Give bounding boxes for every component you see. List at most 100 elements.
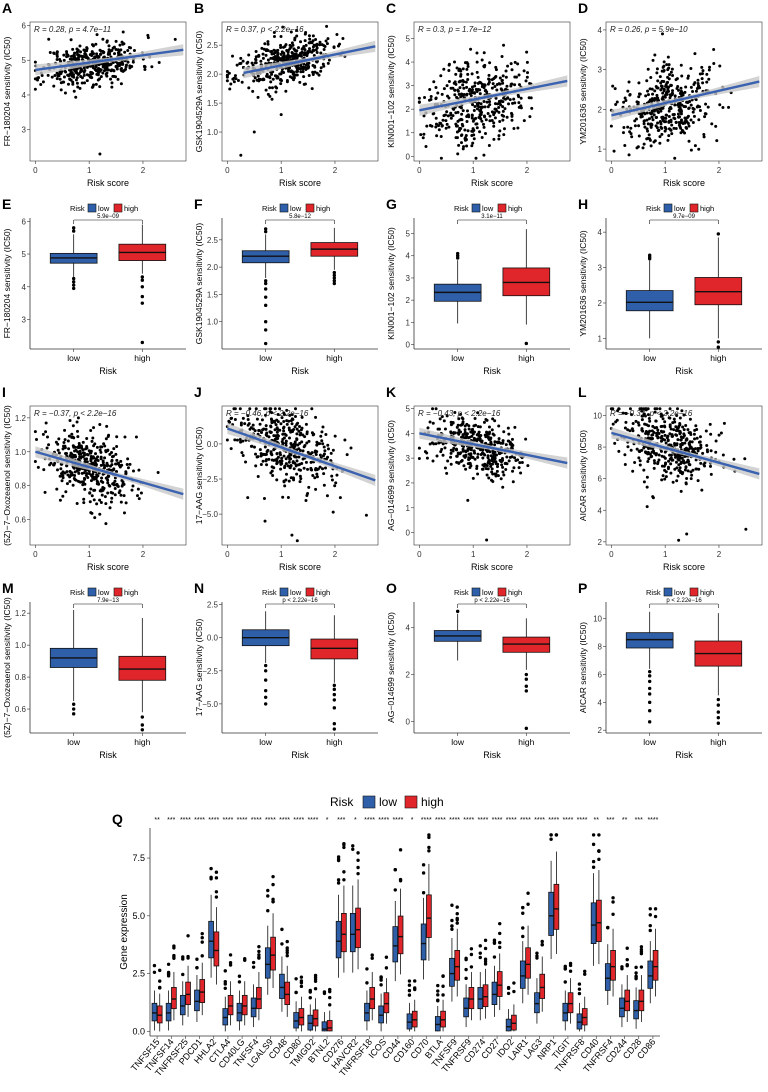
scatter-point — [472, 424, 476, 428]
scatter-point — [139, 491, 143, 495]
x-axis-label: Risk — [675, 366, 693, 376]
x-tick-label: 2 — [525, 166, 530, 175]
scatter-point — [258, 422, 262, 426]
scatter-point — [110, 85, 114, 89]
scatter-point — [687, 139, 691, 143]
scatter-point — [660, 132, 664, 136]
scatter-point — [654, 124, 658, 128]
outlier-point — [427, 835, 431, 840]
scatter-point — [624, 411, 628, 415]
scatter-point — [707, 68, 711, 72]
y-tick-label: 10 — [593, 411, 602, 420]
significance-label: **** — [520, 817, 531, 824]
scatter-point — [431, 459, 435, 463]
outlier-point — [332, 276, 337, 280]
scatter-point — [296, 46, 300, 50]
scatter-point — [459, 451, 463, 455]
scatter-point — [456, 152, 460, 156]
outlier-point — [172, 956, 176, 961]
scatter-point — [434, 407, 438, 411]
significance-label: **** — [251, 817, 262, 824]
y-tick-label: 1 — [406, 129, 411, 138]
scatter-point — [285, 408, 289, 412]
scatter-point — [473, 438, 477, 442]
scatter-point — [637, 124, 641, 128]
scatter-point — [228, 87, 232, 91]
scatter-point — [462, 464, 466, 468]
scatter-point — [679, 461, 683, 465]
scatter-point — [705, 72, 709, 76]
scatter-point — [498, 119, 502, 123]
scatter-point — [91, 436, 95, 440]
outlier-point — [186, 934, 190, 938]
scatter-point — [85, 457, 89, 461]
scatter-point — [310, 407, 314, 411]
outlier-point — [464, 976, 468, 981]
y-tick-label: 1.0 — [207, 128, 219, 137]
box-panel-N: N17−AAG sensitivity (IC50)Risk−5.0−2.50.… — [194, 580, 378, 760]
scatter-point — [630, 135, 634, 139]
scatter-point — [689, 85, 693, 89]
scatter-point — [225, 79, 229, 83]
outlier-point — [200, 954, 204, 958]
scatter-point — [99, 450, 103, 454]
scatter-point — [261, 452, 265, 456]
outlier-point — [322, 990, 327, 994]
scatter-point — [504, 87, 508, 91]
scatter-point — [443, 427, 447, 431]
scatter-point — [306, 450, 310, 454]
scatter-point — [486, 456, 490, 460]
scatter-point — [314, 37, 318, 41]
scatter-point — [611, 84, 615, 88]
box-low — [420, 923, 427, 961]
box-low — [349, 913, 356, 953]
y-axis-label: KIN001−102 sensitivity (IC50) — [386, 35, 396, 148]
scatter-point — [94, 477, 98, 481]
scatter-point — [503, 462, 507, 466]
scatter-point — [300, 440, 304, 444]
scatter-point — [434, 97, 438, 101]
scatter-point — [120, 62, 124, 66]
outlier-point — [332, 270, 337, 275]
scatter-point — [247, 86, 251, 90]
scatter-point — [492, 113, 496, 117]
scatter-point — [295, 427, 299, 431]
outlier-point — [263, 281, 268, 286]
x-tick-label: 2 — [141, 166, 146, 175]
scatter-point — [269, 471, 273, 475]
scatter-point — [424, 145, 428, 149]
scatter-point — [102, 486, 106, 490]
outlier-point — [563, 967, 567, 971]
box-high — [298, 1008, 305, 1026]
scatter-point — [473, 81, 477, 85]
y-tick-label: 2 — [406, 105, 411, 114]
scatter-point — [72, 75, 76, 79]
scatter-point — [62, 53, 66, 57]
scatter-point — [431, 407, 435, 411]
scatter-point — [504, 467, 508, 471]
scatter-point — [431, 421, 435, 425]
box-low — [534, 992, 540, 1014]
scatter-point — [62, 75, 66, 79]
outlier-point — [140, 728, 145, 732]
scatter-point — [670, 434, 674, 438]
scatter-point — [458, 79, 462, 83]
outlier-point — [393, 867, 397, 872]
scatter-point — [115, 483, 119, 487]
scatter-point — [306, 467, 310, 471]
category-label: low — [259, 737, 273, 747]
scatter-point — [269, 424, 273, 428]
scatter-point — [642, 119, 646, 123]
scatter-point — [63, 91, 67, 95]
scatter-point — [283, 484, 287, 488]
scatter-point — [651, 58, 655, 62]
box-high — [581, 1008, 588, 1026]
scatter-point — [460, 92, 464, 96]
scatter-point — [480, 82, 484, 86]
outlier-point — [436, 989, 440, 993]
scatter-point — [73, 55, 77, 59]
scatter-point — [493, 116, 497, 120]
scatter-point — [94, 82, 98, 86]
scatter-point — [315, 51, 319, 55]
